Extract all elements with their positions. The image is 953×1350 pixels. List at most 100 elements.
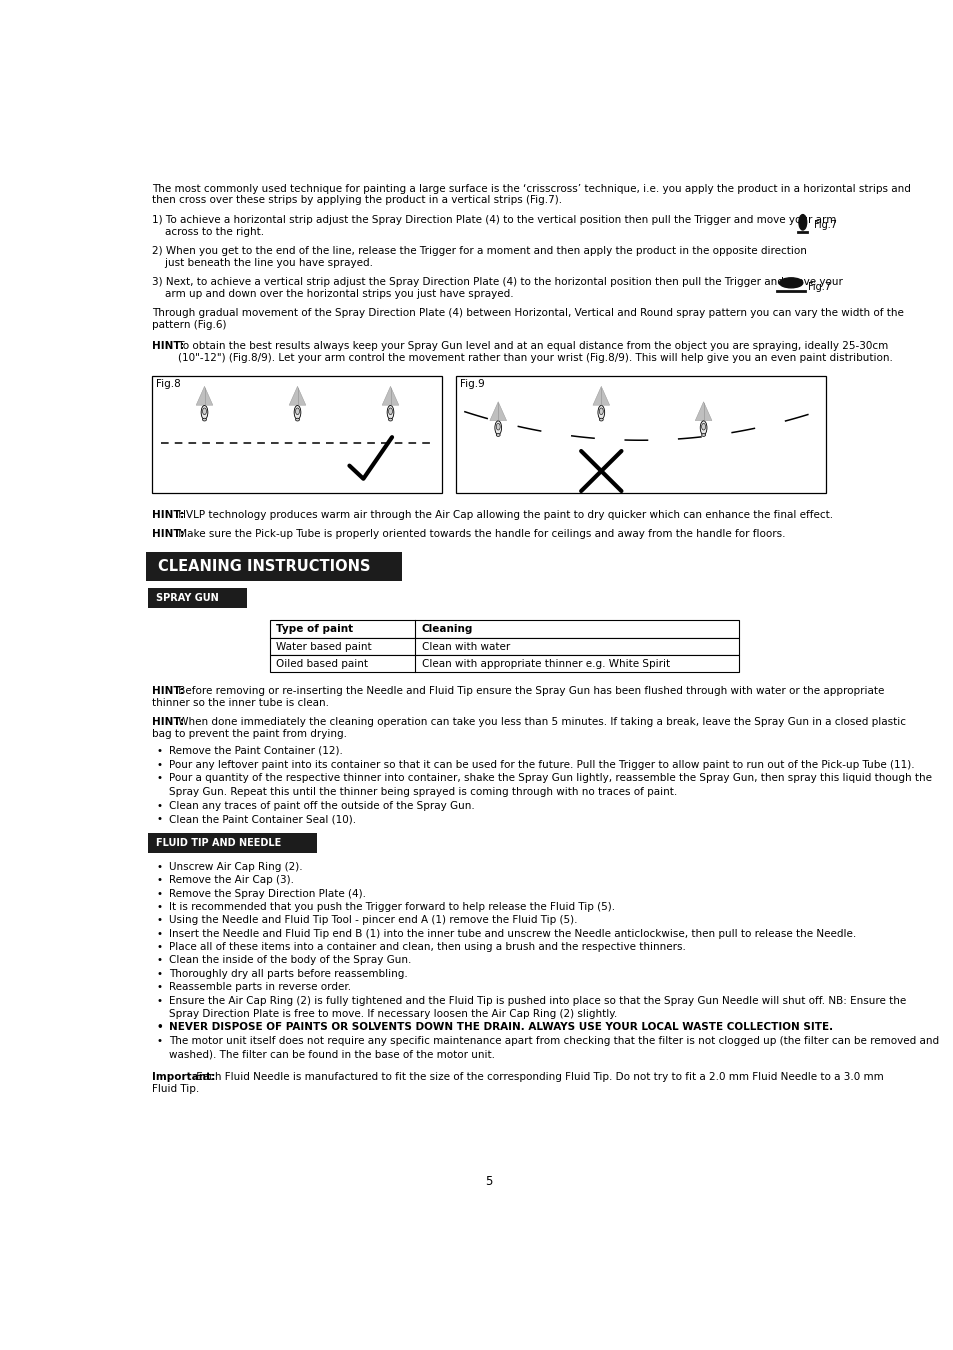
Text: To obtain the best results always keep your Spray Gun level and at an equal dist: To obtain the best results always keep y…	[174, 342, 887, 351]
Ellipse shape	[700, 424, 705, 431]
Ellipse shape	[598, 418, 602, 421]
Bar	[456, 375, 825, 493]
Text: •: •	[156, 774, 162, 783]
Text: Clean with appropriate thinner e.g. White Spirit: Clean with appropriate thinner e.g. Whit…	[421, 659, 669, 668]
Text: Each Fluid Needle is manufactured to fit the size of the corresponding Fluid Tip: Each Fluid Needle is manufactured to fit…	[193, 1072, 883, 1081]
Text: across to the right.: across to the right.	[152, 227, 264, 236]
Text: It is recommended that you push the Trigger forward to help release the Fluid Ti: It is recommended that you push the Trig…	[169, 902, 615, 913]
Ellipse shape	[295, 418, 299, 421]
Text: The most commonly used technique for painting a large surface is the ‘crisscross: The most commonly used technique for pai…	[152, 184, 910, 193]
FancyBboxPatch shape	[148, 589, 247, 608]
Text: Thoroughly dry all parts before reassembling.: Thoroughly dry all parts before reassemb…	[169, 969, 407, 979]
Text: FLUID TIP AND NEEDLE: FLUID TIP AND NEEDLE	[156, 837, 281, 848]
Text: 1) To achieve a horizontal strip adjust the Spray Direction Plate (4) to the ver: 1) To achieve a horizontal strip adjust …	[152, 215, 835, 224]
Text: •: •	[156, 915, 162, 925]
Ellipse shape	[496, 424, 499, 431]
Text: •: •	[156, 1022, 163, 1033]
Ellipse shape	[598, 408, 602, 414]
Text: HINT:: HINT:	[152, 509, 184, 520]
Text: thinner so the inner tube is clean.: thinner so the inner tube is clean.	[152, 698, 329, 709]
Ellipse shape	[700, 421, 706, 435]
Bar	[270, 637, 739, 655]
Text: Using the Needle and Fluid Tip Tool - pincer end A (1) remove the Fluid Tip (5).: Using the Needle and Fluid Tip Tool - pi…	[169, 915, 577, 925]
Text: Spray Gun. Repeat this until the thinner being sprayed is coming through with no: Spray Gun. Repeat this until the thinner…	[169, 787, 677, 796]
Bar	[270, 655, 739, 672]
Text: Fig.7: Fig.7	[813, 220, 836, 230]
Ellipse shape	[388, 418, 392, 421]
Text: •: •	[156, 745, 162, 756]
Text: Insert the Needle and Fluid Tip end B (1) into the inner tube and unscrew the Ne: Insert the Needle and Fluid Tip end B (1…	[169, 929, 855, 938]
Text: CLEANING INSTRUCTIONS: CLEANING INSTRUCTIONS	[158, 559, 370, 574]
Ellipse shape	[700, 433, 705, 436]
Text: HINT:: HINT:	[152, 342, 184, 351]
Text: 5: 5	[485, 1174, 492, 1188]
Ellipse shape	[202, 418, 206, 421]
Ellipse shape	[798, 215, 806, 230]
FancyBboxPatch shape	[146, 552, 402, 580]
Text: bag to prevent the paint from drying.: bag to prevent the paint from drying.	[152, 729, 347, 740]
Text: Spray Direction Plate is free to move. If necessary loosen the Air Cap Ring (2) : Spray Direction Plate is free to move. I…	[169, 1008, 617, 1019]
Text: •: •	[156, 956, 162, 965]
Polygon shape	[593, 386, 609, 405]
Text: Clean with water: Clean with water	[421, 641, 509, 652]
Text: NEVER DISPOSE OF PAINTS OR SOLVENTS DOWN THE DRAIN. ALWAYS USE YOUR LOCAL WASTE : NEVER DISPOSE OF PAINTS OR SOLVENTS DOWN…	[169, 1022, 832, 1033]
Text: HVLP technology produces warm air through the Air Cap allowing the paint to dry : HVLP technology produces warm air throug…	[174, 509, 832, 520]
Text: When done immediately the cleaning operation can take you less than 5 minutes. I: When done immediately the cleaning opera…	[174, 717, 904, 728]
Ellipse shape	[495, 421, 501, 435]
Bar	[270, 621, 739, 637]
Text: •: •	[156, 760, 162, 770]
Text: 3) Next, to achieve a vertical strip adjust the Spray Direction Plate (4) to the: 3) Next, to achieve a vertical strip adj…	[152, 277, 841, 286]
Text: SPRAY GUN: SPRAY GUN	[156, 593, 219, 603]
Text: just beneath the line you have sprayed.: just beneath the line you have sprayed.	[152, 258, 373, 267]
Text: Cleaning: Cleaning	[421, 624, 473, 634]
Text: Fig.9: Fig.9	[459, 379, 484, 389]
Ellipse shape	[201, 405, 208, 420]
Text: •: •	[156, 902, 162, 913]
Text: Clean any traces of paint off the outside of the Spray Gun.: Clean any traces of paint off the outsid…	[169, 801, 474, 811]
Text: HINT:: HINT:	[152, 529, 184, 539]
Text: Reassemble parts in reverse order.: Reassemble parts in reverse order.	[169, 983, 351, 992]
Text: pattern (Fig.6): pattern (Fig.6)	[152, 320, 226, 329]
Text: •: •	[156, 983, 162, 992]
Text: •: •	[156, 861, 162, 872]
Ellipse shape	[202, 408, 206, 414]
Ellipse shape	[388, 408, 392, 414]
Text: •: •	[156, 801, 162, 811]
Text: Important:: Important:	[152, 1072, 214, 1081]
Text: 2) When you get to the end of the line, release the Trigger for a moment and the: 2) When you get to the end of the line, …	[152, 246, 806, 255]
Text: •: •	[156, 888, 162, 899]
Text: •: •	[156, 995, 162, 1006]
Text: Pour a quantity of the respective thinner into container, shake the Spray Gun li: Pour a quantity of the respective thinne…	[169, 774, 931, 783]
Ellipse shape	[779, 278, 802, 288]
Text: Through gradual movement of the Spray Direction Plate (4) between Horizontal, Ve: Through gradual movement of the Spray Di…	[152, 308, 902, 317]
Text: •: •	[156, 942, 162, 952]
Text: arm up and down over the horizontal strips you just have sprayed.: arm up and down over the horizontal stri…	[152, 289, 513, 298]
Text: Clean the Paint Container Seal (10).: Clean the Paint Container Seal (10).	[169, 814, 355, 825]
FancyBboxPatch shape	[148, 833, 316, 853]
Ellipse shape	[496, 433, 499, 436]
Polygon shape	[289, 386, 306, 405]
Text: •: •	[156, 1035, 162, 1046]
Text: Remove the Spray Direction Plate (4).: Remove the Spray Direction Plate (4).	[169, 888, 365, 899]
Text: Unscrew Air Cap Ring (2).: Unscrew Air Cap Ring (2).	[169, 861, 302, 872]
Text: Fig.7: Fig.7	[807, 282, 830, 292]
Text: (10"-12") (Fig.8/9). Let your arm control the movement rather than your wrist (F: (10"-12") (Fig.8/9). Let your arm contro…	[152, 354, 892, 363]
Text: HINT:: HINT:	[152, 717, 184, 728]
Text: washed). The filter can be found in the base of the motor unit.: washed). The filter can be found in the …	[169, 1049, 495, 1058]
Bar	[152, 375, 442, 493]
Text: Fluid Tip.: Fluid Tip.	[152, 1084, 199, 1094]
Ellipse shape	[387, 405, 394, 420]
Text: then cross over these strips by applying the product in a vertical strips (Fig.7: then cross over these strips by applying…	[152, 196, 561, 205]
Text: Remove the Air Cap (3).: Remove the Air Cap (3).	[169, 875, 294, 886]
Polygon shape	[196, 386, 213, 405]
Text: Type of paint: Type of paint	[275, 624, 353, 634]
Text: Before removing or re-inserting the Needle and Fluid Tip ensure the Spray Gun ha: Before removing or re-inserting the Need…	[174, 686, 883, 697]
Text: Make sure the Pick-up Tube is properly oriented towards the handle for ceilings : Make sure the Pick-up Tube is properly o…	[174, 529, 784, 539]
Ellipse shape	[598, 405, 604, 420]
Text: Water based paint: Water based paint	[275, 641, 371, 652]
Text: Remove the Paint Container (12).: Remove the Paint Container (12).	[169, 745, 342, 756]
Text: •: •	[156, 814, 162, 825]
Text: Fig.8: Fig.8	[156, 379, 181, 389]
Ellipse shape	[294, 405, 300, 420]
Text: Pour any leftover paint into its container so that it can be used for the future: Pour any leftover paint into its contain…	[169, 760, 914, 770]
